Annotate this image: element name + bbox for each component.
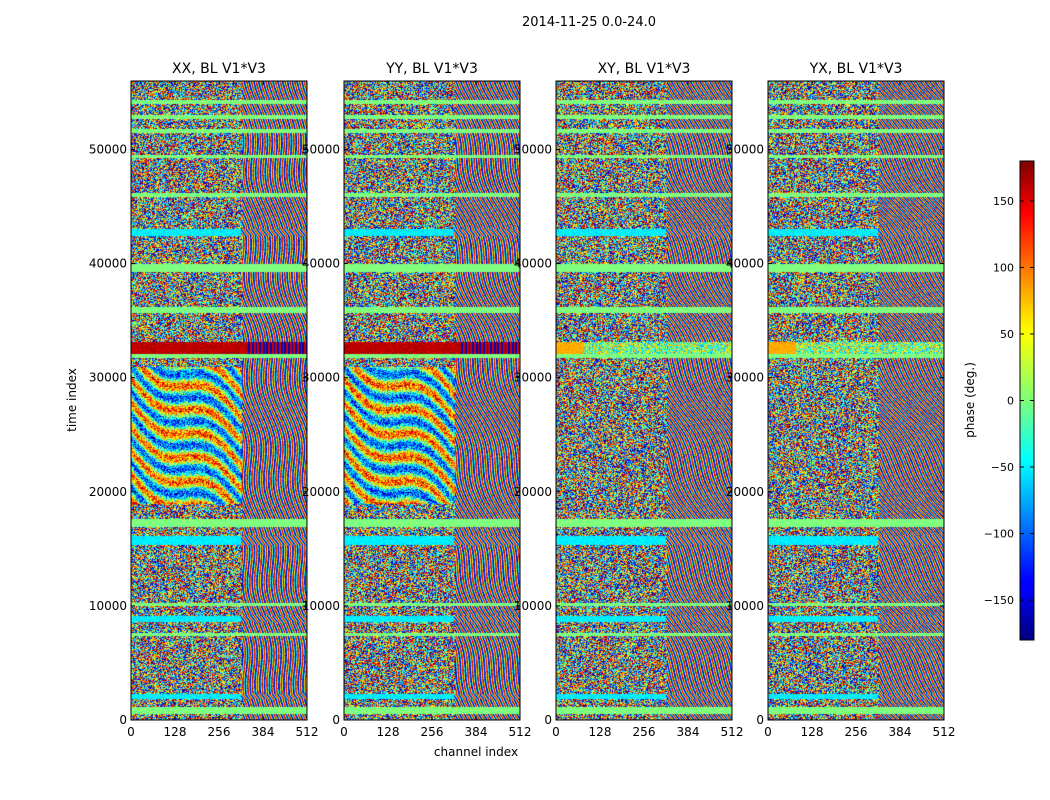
y-tick-label: 10000 bbox=[726, 599, 764, 613]
x-tick-label: 256 bbox=[208, 725, 231, 739]
figure-suptitle: 2014-11-25 0.0-24.0 bbox=[522, 15, 656, 30]
colorbar: −150 −100 −50 0 50 100 150 phase (deg.) bbox=[963, 160, 1035, 641]
colorbar-tick-label: −50 bbox=[991, 461, 1014, 474]
y-tick-label: 20000 bbox=[89, 485, 127, 499]
x-tick-label: 0 bbox=[127, 725, 135, 739]
y-tick-label: 40000 bbox=[726, 257, 764, 271]
colorbar-tick-label: 0 bbox=[1007, 395, 1014, 408]
colorbar-tick-label: 100 bbox=[993, 261, 1014, 274]
panel-title: XY, BL V1*V3 bbox=[598, 61, 691, 77]
colorbar-gradient bbox=[1020, 161, 1034, 640]
y-tick-label: 10000 bbox=[89, 599, 127, 613]
y-tick-label: 10000 bbox=[514, 599, 552, 613]
y-tick-label: 20000 bbox=[514, 485, 552, 499]
heatmap-image bbox=[556, 81, 732, 720]
x-tick-label: 384 bbox=[889, 725, 912, 739]
colorbar-tick-label: −150 bbox=[984, 594, 1014, 607]
panel-title: XX, BL V1*V3 bbox=[172, 61, 266, 77]
heatmap-image bbox=[768, 81, 944, 720]
x-tick-label: 384 bbox=[677, 725, 700, 739]
x-tick-label: 384 bbox=[252, 725, 275, 739]
colorbar-tick-label: 50 bbox=[1000, 328, 1014, 341]
y-tick-label: 0 bbox=[332, 713, 340, 727]
panel-2: YY, BL V1*V3 0 128 256 384 512 0 10000 20000 3000… bbox=[302, 61, 532, 739]
x-tick-label: 128 bbox=[801, 725, 824, 739]
y-tick-label: 50000 bbox=[726, 142, 764, 156]
x-tick-label: 0 bbox=[552, 725, 560, 739]
y-tick-label: 50000 bbox=[514, 142, 552, 156]
y-tick-label: 0 bbox=[756, 713, 764, 727]
colorbar-tick-label: −100 bbox=[984, 528, 1014, 541]
panel-title: YY, BL V1*V3 bbox=[385, 61, 478, 77]
y-tick-label: 40000 bbox=[514, 257, 552, 271]
colorbar-tick-label: 150 bbox=[993, 195, 1014, 208]
panel-4: YX, BL V1*V3 0 128 256 384 512 0 10000 20000 3000… bbox=[726, 61, 956, 739]
y-tick-label: 40000 bbox=[89, 257, 127, 271]
y-tick-label: 10000 bbox=[302, 599, 340, 613]
panel-1: XX, BL V1*V3 0 128 256 384 512 0 10000 20000 3000… bbox=[89, 61, 319, 739]
y-tick-label: 20000 bbox=[302, 485, 340, 499]
x-axis-label: channel index bbox=[434, 745, 518, 759]
y-tick-label: 0 bbox=[119, 713, 127, 727]
y-axis-label: time index bbox=[65, 368, 79, 432]
y-tick-label: 20000 bbox=[726, 485, 764, 499]
colorbar-label: phase (deg.) bbox=[963, 362, 977, 438]
y-tick-label: 50000 bbox=[89, 142, 127, 156]
x-tick-label: 128 bbox=[164, 725, 187, 739]
y-tick-label: 40000 bbox=[302, 257, 340, 271]
y-tick-label: 30000 bbox=[726, 371, 764, 385]
x-tick-label: 0 bbox=[340, 725, 348, 739]
x-tick-label: 512 bbox=[933, 725, 956, 739]
x-tick-label: 128 bbox=[589, 725, 612, 739]
x-tick-label: 128 bbox=[377, 725, 400, 739]
x-tick-label: 256 bbox=[633, 725, 656, 739]
x-tick-label: 512 bbox=[296, 725, 319, 739]
panel-title: YX, BL V1*V3 bbox=[809, 61, 903, 77]
y-tick-label: 30000 bbox=[302, 371, 340, 385]
x-tick-label: 256 bbox=[421, 725, 444, 739]
y-tick-label: 30000 bbox=[514, 371, 552, 385]
heatmap-image bbox=[131, 81, 307, 720]
panel-3: XY, BL V1*V3 0 128 256 384 512 0 10000 20000 3000… bbox=[514, 61, 744, 739]
x-tick-label: 0 bbox=[764, 725, 772, 739]
x-tick-label: 256 bbox=[845, 725, 868, 739]
x-tick-label: 512 bbox=[721, 725, 744, 739]
y-tick-label: 50000 bbox=[302, 142, 340, 156]
heatmap-image bbox=[344, 81, 520, 720]
y-tick-label: 0 bbox=[544, 713, 552, 727]
y-tick-label: 30000 bbox=[89, 371, 127, 385]
x-tick-label: 384 bbox=[465, 725, 488, 739]
x-tick-label: 512 bbox=[509, 725, 532, 739]
